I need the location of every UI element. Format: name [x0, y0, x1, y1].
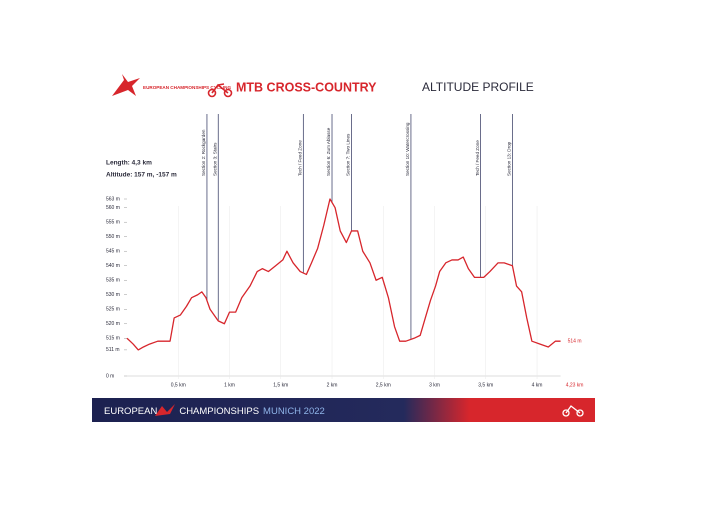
altitude-line: [126, 198, 561, 351]
y-tick-label: 563 m: [106, 196, 120, 202]
marker-label: Tech / Feed Zone: [298, 140, 303, 176]
bike-icon: [207, 83, 233, 98]
x-tick-label: 4 km: [532, 382, 543, 388]
y-tick-label: 535 m: [106, 278, 120, 284]
y-tick-label: 515 m: [106, 336, 120, 342]
marker-label: Section 7: Two Lines: [346, 133, 351, 176]
x-tick-label: 3 km: [429, 382, 440, 388]
footer-part: CHAMPIONSHIPS: [179, 406, 259, 417]
y-tick-label: 0 m: [106, 373, 114, 379]
end-y-label: 514 m: [568, 339, 582, 345]
footer-bike: [562, 405, 584, 417]
marker-label: Section 6: Zum Ablasse: [326, 127, 331, 176]
marker-label: Section 13: Drop: [507, 141, 512, 176]
marker-label: Tech / Feed Zone: [475, 140, 480, 176]
altitude: Altitude: 157 m, -157 m: [106, 172, 177, 179]
y-tick-label: 560 m: [106, 205, 120, 211]
y-tick-label: 520 m: [106, 321, 120, 327]
title: ALTITUDE PROFILE: [422, 80, 534, 94]
y-tick-label: 545 m: [106, 249, 120, 255]
logo-star: [112, 74, 140, 96]
x-tick-label: 2 km: [327, 382, 338, 388]
y-tick-label: 530 m: [106, 292, 120, 298]
marker-label: Section 2: Rockgarden: [201, 129, 206, 176]
y-tick-label: 555 m: [106, 220, 120, 226]
y-tick-label: 540 m: [106, 263, 120, 269]
x-tick-label: 3,5 km: [478, 382, 493, 388]
footer-part: MUNICH 2022: [263, 406, 325, 417]
y-tick-label: 511 m: [106, 347, 120, 353]
x-tick-label: 0,5 km: [171, 382, 186, 388]
marker-label: Section 10: Watercrossing: [405, 122, 410, 176]
x-tick-label: 1,5 km: [273, 382, 288, 388]
marker-label: Section 3: Stairs: [212, 142, 217, 176]
footer-text: EUROPEAN CHAMPIONSHIPS MUNICH 2022: [104, 406, 325, 417]
logo-text: EUROPEAN CHAMPIONSHIPS CYCLING: [143, 85, 231, 90]
y-tick-label: 525 m: [106, 307, 120, 313]
discipline: MTB CROSS-COUNTRY: [236, 80, 377, 94]
y-tick-label: 550 m: [106, 234, 120, 240]
x-tick-label: 1 km: [224, 382, 235, 388]
footer-banner: [92, 398, 595, 422]
end-x-label: 4,23 km: [566, 382, 584, 388]
footer-part: EUROPEAN: [104, 406, 157, 417]
length: Length: 4,3 km: [106, 160, 152, 167]
x-tick-label: 2,5 km: [376, 382, 391, 388]
logo: [112, 74, 140, 96]
footer-star: [155, 404, 175, 416]
